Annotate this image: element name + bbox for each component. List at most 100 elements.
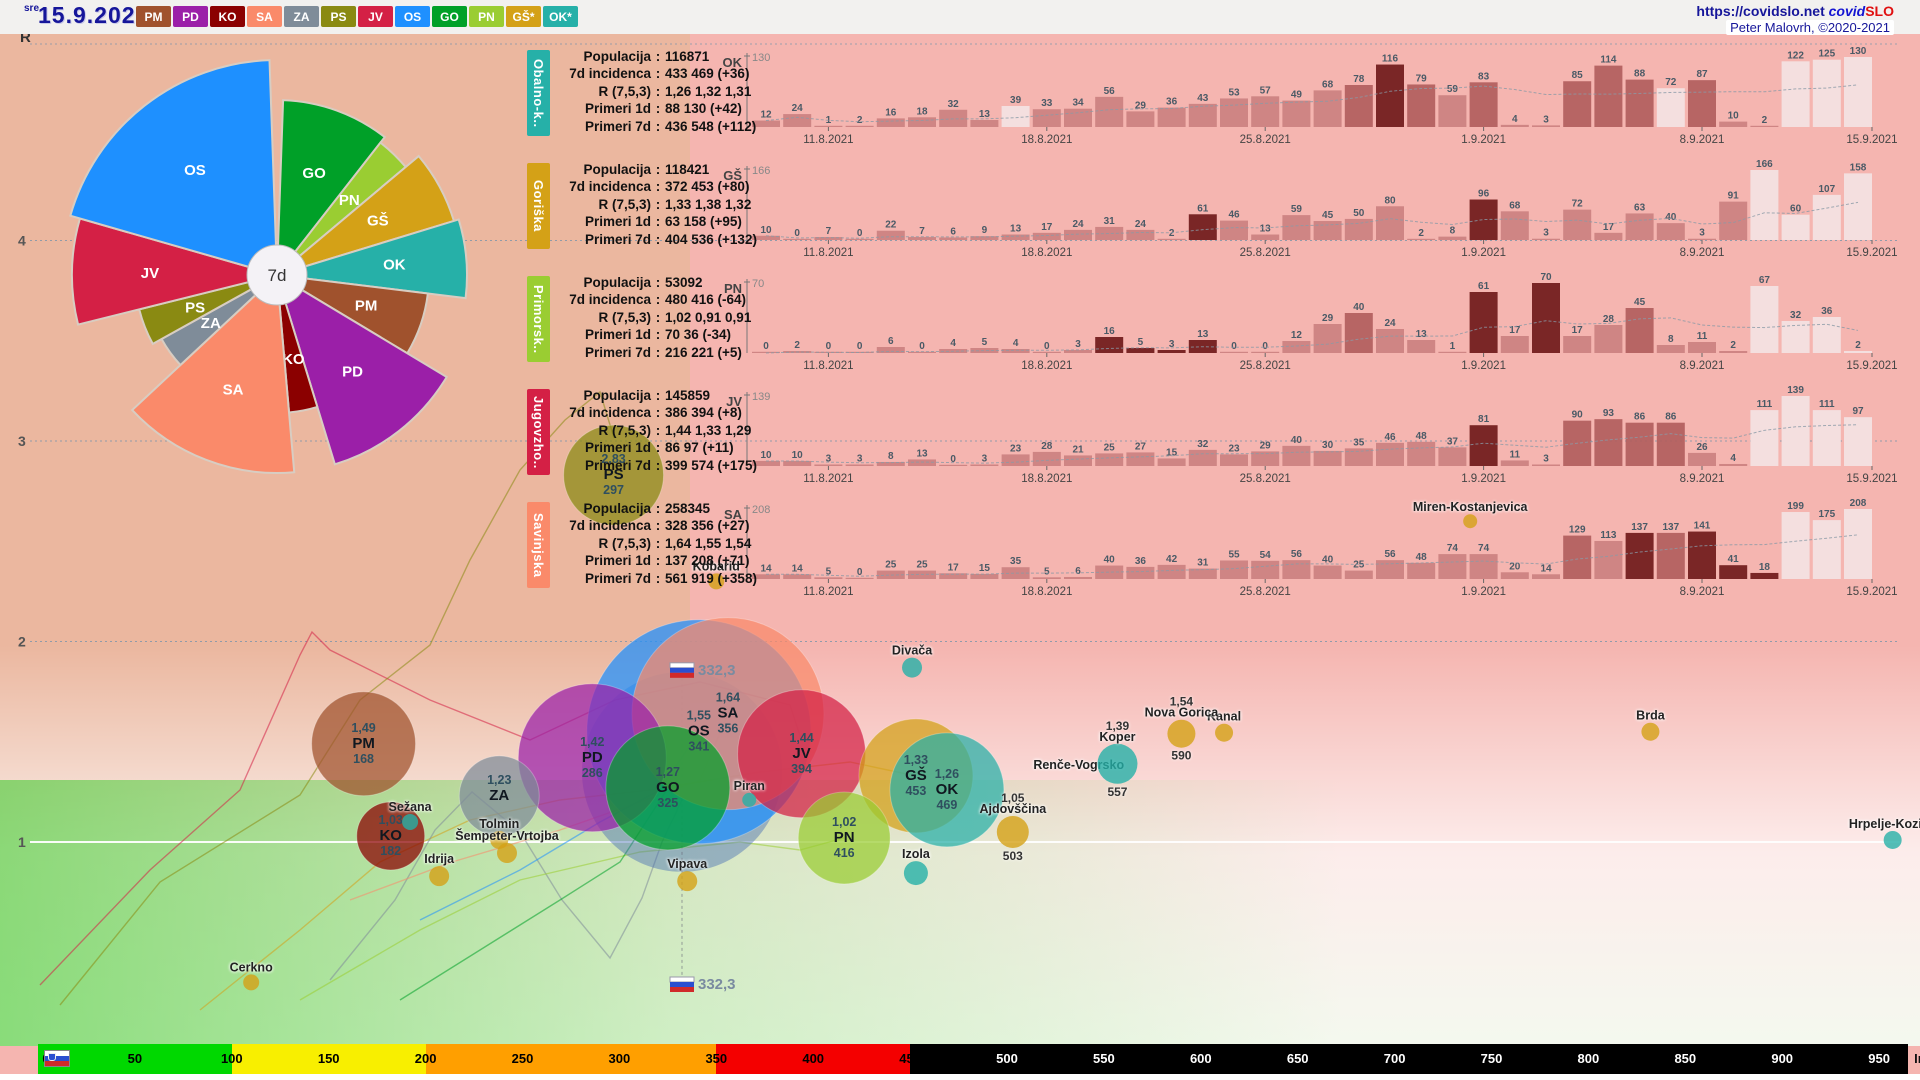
daily-bar — [845, 464, 874, 466]
scale-segment — [425, 1044, 717, 1074]
daily-bar — [1376, 64, 1404, 127]
region-code-label: GŠ — [905, 766, 927, 784]
daily-bar — [814, 464, 843, 466]
region-R-value: 1,02 — [832, 815, 856, 829]
daily-bar-value: 5 — [982, 337, 988, 348]
pie-slice-label: OK — [383, 257, 406, 274]
date-tick: 25.8.2021 — [1240, 134, 1291, 146]
daily-bar-value: 15 — [1166, 447, 1178, 458]
daily-bar-value: 27 — [1135, 441, 1147, 452]
pie-slice-PD[interactable] — [275, 272, 449, 466]
daily-bar — [1656, 422, 1685, 466]
daily-bar-value: 17 — [1572, 325, 1584, 336]
daily-bar-value: 74 — [1447, 543, 1459, 554]
daily-bar-value: 18 — [916, 106, 928, 117]
daily-bar — [1594, 540, 1623, 579]
site-url[interactable]: https://covidslo.net covidSLO — [1696, 3, 1894, 19]
daily-bar — [1344, 570, 1373, 579]
pie-slice-SA[interactable] — [130, 272, 296, 474]
daily-bar — [1594, 419, 1623, 466]
legend-button-PD[interactable]: PD — [173, 6, 208, 27]
country-inc-label: 332,3 — [698, 976, 736, 993]
daily-bar — [1532, 125, 1560, 127]
city-R-value: 1,54 — [1170, 695, 1194, 709]
daily-bar — [1719, 351, 1748, 353]
region-bubble-OK[interactable] — [889, 732, 1005, 848]
daily-bar — [1282, 100, 1311, 127]
url-text[interactable]: https://covidslo.net — [1696, 3, 1825, 19]
daily-bar — [1750, 125, 1779, 127]
panel-stat-row: 7d incidenca:386 394 (+8) — [569, 405, 742, 421]
x-tick: 450 — [899, 1051, 921, 1066]
region-code-label: GO — [656, 779, 680, 796]
legend-button-PS[interactable]: PS — [321, 6, 356, 27]
legend-button-OS[interactable]: OS — [395, 6, 430, 27]
daily-bar-value: 5 — [1138, 337, 1144, 348]
scale-segment — [231, 1044, 426, 1074]
legend-button-PN[interactable]: PN — [469, 6, 504, 27]
daily-bar — [908, 351, 936, 353]
daily-bar — [1781, 61, 1810, 127]
city-dot — [902, 657, 923, 678]
daily-bar-value: 25 — [885, 560, 897, 571]
daily-bar-value: 63 — [1634, 202, 1646, 213]
region-R-value: 1,27 — [656, 765, 680, 779]
city-inc-value: 557 — [1107, 785, 1127, 799]
daily-bar — [1220, 98, 1248, 127]
pie-slice-OK[interactable] — [276, 218, 468, 300]
daily-bar-value: 2 — [1169, 228, 1175, 239]
city-label: Sežana — [389, 800, 433, 814]
region-bubble-PM[interactable] — [311, 691, 417, 797]
region-bubble-GO[interactable] — [605, 725, 731, 851]
city-dot — [708, 573, 725, 590]
trend-line — [765, 317, 1859, 354]
daily-bar-value: 12 — [760, 110, 772, 121]
legend-button-GO[interactable]: GO — [432, 6, 467, 27]
trajectory-line — [59, 390, 615, 1006]
legend-button-SA[interactable]: SA — [247, 6, 282, 27]
pie-slice-GO[interactable] — [275, 99, 387, 279]
pie-slice-JV[interactable] — [71, 217, 281, 326]
daily-bar-value: 10 — [792, 450, 804, 461]
legend-button-KO[interactable]: KO — [210, 6, 245, 27]
region-bubble-PS[interactable] — [563, 424, 665, 526]
legend-button-JV[interactable]: JV — [358, 6, 393, 27]
panel-stat-row: Populacija:116871 — [583, 49, 710, 64]
daily-bar-value: 68 — [1509, 200, 1521, 211]
daily-bar-value: 72 — [1572, 199, 1584, 210]
region-inc-value: 453 — [905, 784, 926, 798]
legend-button-OK[interactable]: OK* — [543, 6, 578, 27]
daily-bar-value: 30 — [1322, 440, 1334, 451]
daily-bar — [845, 125, 874, 127]
daily-bar — [876, 230, 905, 240]
daily-bar — [1344, 313, 1373, 353]
daily-bar-value: 16 — [1104, 326, 1116, 337]
daily-bar-value: 3 — [1543, 228, 1549, 239]
daily-bar-value: 5 — [1044, 566, 1050, 577]
legend-button-GŠ[interactable]: GŠ* — [506, 6, 541, 27]
region-R-value: 1,26 — [935, 767, 959, 781]
row-axis-max: 70 — [752, 278, 764, 290]
daily-bar — [1625, 213, 1654, 240]
daily-bar — [1282, 445, 1311, 466]
pie-slice-OS[interactable] — [69, 59, 279, 277]
pie-center-label: 7d — [268, 266, 287, 285]
daily-bar — [1438, 95, 1467, 127]
daily-bar-value: 6 — [950, 226, 956, 237]
daily-bar — [1157, 350, 1186, 353]
x-tick: 600 — [1189, 1051, 1212, 1066]
panel-stat-row: 7d incidenca:372 453 (+80) — [569, 179, 750, 195]
daily-bar — [1844, 509, 1872, 579]
legend-button-ZA[interactable]: ZA — [284, 6, 319, 27]
region-bubble-PN[interactable] — [797, 791, 891, 885]
city-dot — [429, 866, 450, 887]
legend-button-PM[interactable]: PM — [136, 6, 171, 27]
panel-stat-row: R (7,5,3):1,02 0,91 0,91 — [598, 309, 752, 325]
city-label: Brda — [1636, 709, 1666, 723]
daily-bar — [1594, 232, 1623, 240]
panel-stat-row: Primeri 7d:404 536 (+132) — [584, 231, 757, 247]
region-code-label: PM — [352, 735, 375, 752]
daily-bar-value: 13 — [1010, 224, 1022, 235]
date-tick: 8.9.2021 — [1680, 473, 1725, 485]
